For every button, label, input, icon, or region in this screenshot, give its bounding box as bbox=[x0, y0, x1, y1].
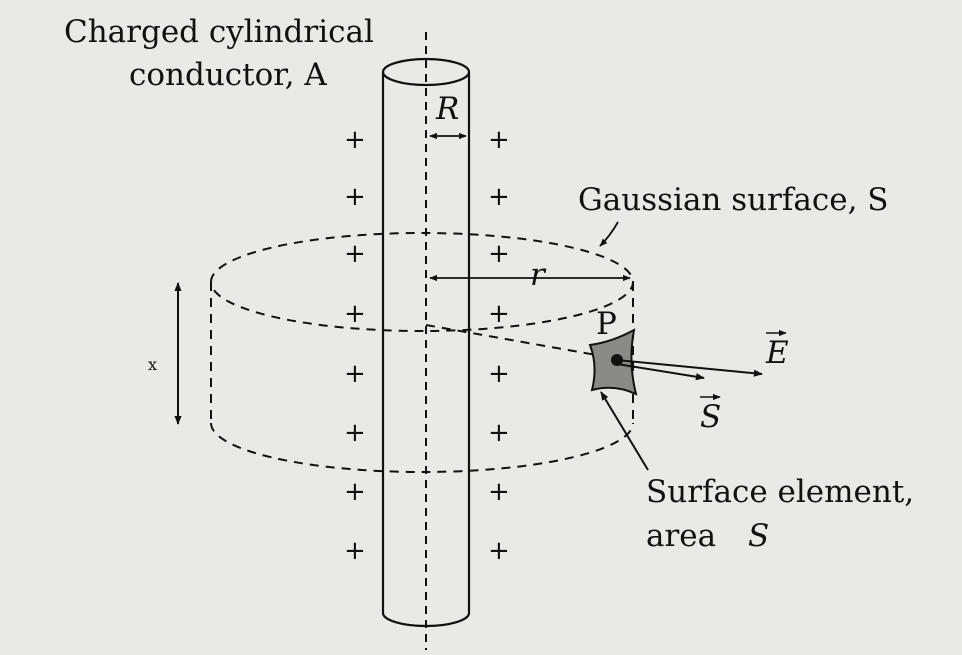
charge-left-4: + bbox=[344, 299, 366, 329]
area-vector-arrow bbox=[616, 363, 705, 381]
conductor-label-line2: conductor, A bbox=[129, 57, 327, 93]
field-vector-arrow bbox=[616, 359, 763, 377]
charges-right-column: + + + + + + + + bbox=[488, 125, 510, 566]
cylindrical-conductor bbox=[381, 32, 471, 650]
gaussian-top-ellipse bbox=[210, 232, 635, 332]
gaussian-bottom-arc bbox=[210, 422, 634, 473]
charge-left-3: + bbox=[344, 239, 366, 269]
charge-right-4: + bbox=[488, 299, 510, 329]
gaussian-pointer-arrow bbox=[599, 221, 619, 247]
surface-element-label-symbol: S bbox=[748, 518, 769, 554]
surface-element-pointer-arrow bbox=[600, 391, 649, 471]
charges-left-column: + + + + + + + + bbox=[344, 125, 366, 566]
charge-right-8: + bbox=[488, 536, 510, 566]
charge-right-6: + bbox=[488, 418, 510, 448]
charge-right-5: + bbox=[488, 359, 510, 389]
height-label: x bbox=[148, 355, 157, 374]
charge-left-8: + bbox=[344, 536, 366, 566]
point-p-label: P bbox=[596, 306, 617, 342]
charge-right-2: + bbox=[488, 182, 510, 212]
charge-right-3: + bbox=[488, 239, 510, 269]
charge-right-1: + bbox=[488, 125, 510, 155]
charge-left-2: + bbox=[344, 182, 366, 212]
gaussian-surface bbox=[210, 232, 635, 473]
area-vector-label: S bbox=[700, 399, 721, 435]
conductor-label-line1: Charged cylindrical bbox=[64, 14, 374, 50]
radial-distance-label: r bbox=[530, 257, 547, 293]
surface-element-label-line1: Surface element, bbox=[646, 474, 914, 510]
surface-element-label-word: area bbox=[646, 518, 716, 554]
gaussian-surface-label: Gaussian surface, S bbox=[578, 182, 889, 218]
axis-to-point-line bbox=[425, 324, 603, 357]
charge-left-1: + bbox=[344, 125, 366, 155]
charge-left-7: + bbox=[344, 477, 366, 507]
charge-right-7: + bbox=[488, 477, 510, 507]
charge-left-5: + bbox=[344, 359, 366, 389]
field-vector-label: E bbox=[765, 335, 789, 371]
charge-left-6: + bbox=[344, 418, 366, 448]
radius-label: R bbox=[435, 91, 459, 127]
